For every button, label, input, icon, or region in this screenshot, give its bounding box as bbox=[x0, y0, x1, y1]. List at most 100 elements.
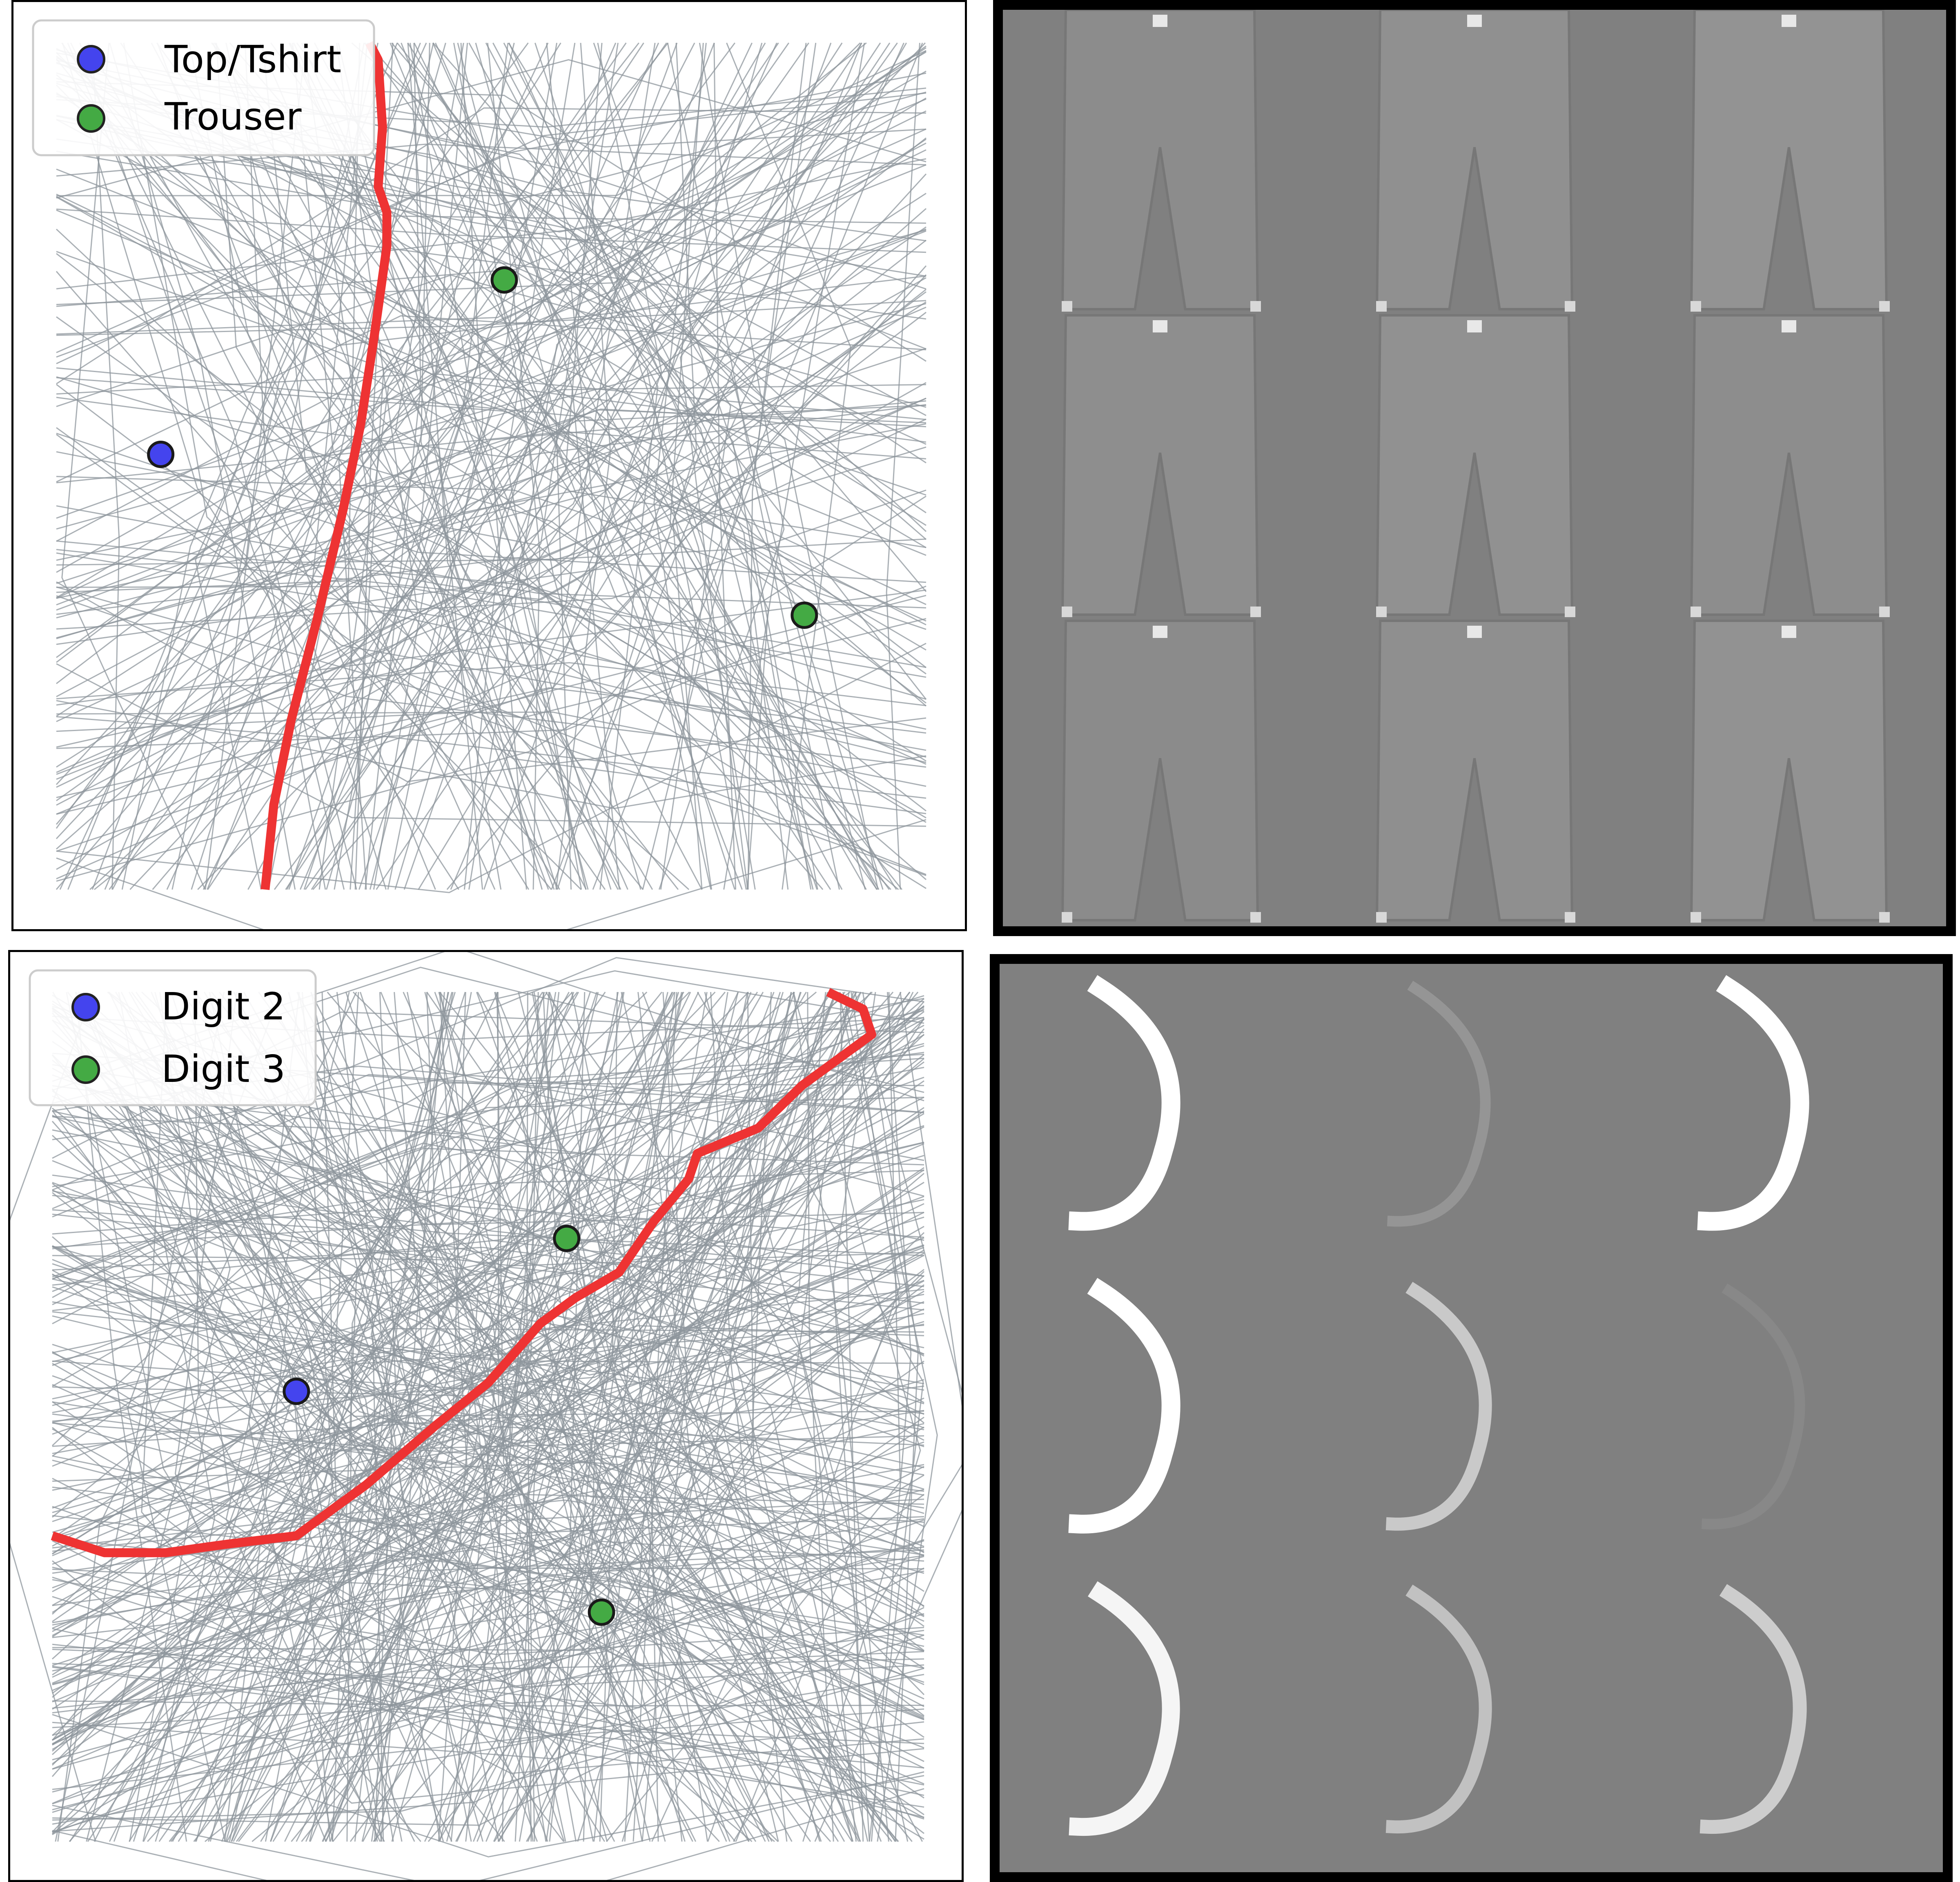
region-line bbox=[218, 992, 750, 1842]
digit-sample bbox=[1701, 1283, 1805, 1530]
region-line bbox=[259, 42, 628, 890]
region-line bbox=[394, 42, 563, 890]
region-line bbox=[56, 433, 927, 583]
region-line bbox=[104, 42, 307, 890]
region-line bbox=[109, 992, 662, 1842]
region-line bbox=[52, 1167, 924, 1629]
region-line bbox=[358, 42, 766, 890]
region-line bbox=[262, 42, 644, 890]
region-line bbox=[468, 42, 659, 890]
region-line bbox=[56, 72, 927, 353]
region-line bbox=[56, 376, 927, 812]
region-line bbox=[56, 711, 927, 787]
region-line bbox=[89, 42, 753, 890]
region-line bbox=[312, 42, 656, 890]
region-line bbox=[675, 992, 853, 1842]
region-line bbox=[52, 1067, 924, 1387]
digit-sample bbox=[1385, 1584, 1492, 1834]
grid-background bbox=[1003, 10, 1946, 926]
region-line bbox=[326, 42, 867, 890]
region-line bbox=[52, 1192, 924, 1717]
region-line bbox=[439, 992, 625, 1842]
region-line bbox=[334, 42, 515, 890]
region-line bbox=[79, 42, 326, 890]
region-line bbox=[508, 42, 769, 890]
region-line bbox=[52, 1246, 924, 1304]
bottom-left-plot-panel: Digit 2 Digit 3 bbox=[8, 950, 964, 1882]
region-line bbox=[359, 992, 577, 1842]
region-line bbox=[265, 992, 534, 1842]
legend: Digit 2 Digit 3 bbox=[29, 969, 317, 1106]
region-line bbox=[51, 1019, 924, 1707]
legend: Top/Tshirt Trouser bbox=[32, 19, 375, 156]
region-line bbox=[403, 992, 643, 1842]
region-line bbox=[593, 42, 746, 890]
region-line bbox=[141, 991, 651, 1842]
region-line bbox=[107, 991, 727, 1842]
region-line bbox=[56, 228, 927, 839]
region-line bbox=[52, 1613, 924, 1825]
data-points bbox=[283, 1224, 615, 1626]
region-line bbox=[56, 98, 927, 307]
region-line bbox=[52, 1237, 924, 1632]
region-line bbox=[557, 42, 697, 890]
region-line bbox=[487, 42, 541, 890]
region-line bbox=[713, 42, 737, 890]
region-line bbox=[52, 1074, 924, 1209]
region-line bbox=[697, 992, 924, 1842]
region-line bbox=[723, 42, 865, 890]
region-line bbox=[52, 1325, 924, 1522]
digit-sample bbox=[1068, 1278, 1180, 1534]
data-point bbox=[490, 266, 518, 294]
region-line bbox=[56, 408, 927, 584]
region-line bbox=[52, 1328, 924, 1467]
region-line bbox=[548, 992, 683, 1842]
random-lines bbox=[10, 952, 962, 1880]
region-line bbox=[172, 992, 545, 1842]
region-line bbox=[396, 42, 814, 890]
region-line bbox=[56, 143, 927, 177]
region-line bbox=[270, 991, 873, 1842]
region-line bbox=[52, 1733, 924, 1790]
region-line bbox=[394, 42, 621, 890]
region-line bbox=[121, 42, 398, 890]
region-line bbox=[658, 42, 785, 890]
region-line bbox=[52, 1515, 924, 1720]
region-line bbox=[252, 992, 781, 1842]
data-points bbox=[147, 266, 818, 629]
region-line bbox=[75, 992, 564, 1842]
bottom-right-image-grid bbox=[990, 954, 1953, 1882]
region-line bbox=[56, 85, 927, 762]
region-line bbox=[56, 306, 927, 768]
region-line bbox=[862, 992, 919, 1842]
region-line bbox=[172, 42, 529, 890]
region-line bbox=[56, 277, 927, 619]
region-line bbox=[710, 992, 853, 1842]
region-line bbox=[52, 1017, 924, 1457]
region-line bbox=[310, 42, 552, 890]
region-line bbox=[10, 992, 96, 1842]
region-line bbox=[56, 225, 927, 290]
region-line bbox=[52, 1348, 924, 1468]
legend-label-digit-3: Digit 3 bbox=[161, 1047, 285, 1091]
region-line bbox=[549, 992, 882, 1842]
region-line bbox=[296, 42, 735, 890]
region-line bbox=[56, 92, 927, 556]
region-line bbox=[133, 992, 543, 1842]
region-line bbox=[56, 687, 927, 798]
region-line bbox=[428, 992, 850, 1842]
region-line bbox=[52, 1169, 924, 1765]
region-line bbox=[56, 193, 927, 850]
region-line bbox=[463, 42, 678, 890]
region-line bbox=[56, 736, 927, 815]
region-line bbox=[793, 992, 889, 1842]
region-line bbox=[52, 1579, 924, 1655]
trouser-sample bbox=[1690, 10, 1890, 312]
region-line bbox=[56, 119, 927, 233]
region-line bbox=[56, 431, 927, 484]
region-line bbox=[612, 992, 860, 1842]
region-line bbox=[496, 992, 750, 1842]
region-line bbox=[52, 1253, 924, 1745]
region-line bbox=[56, 50, 927, 684]
region-line bbox=[56, 397, 927, 788]
